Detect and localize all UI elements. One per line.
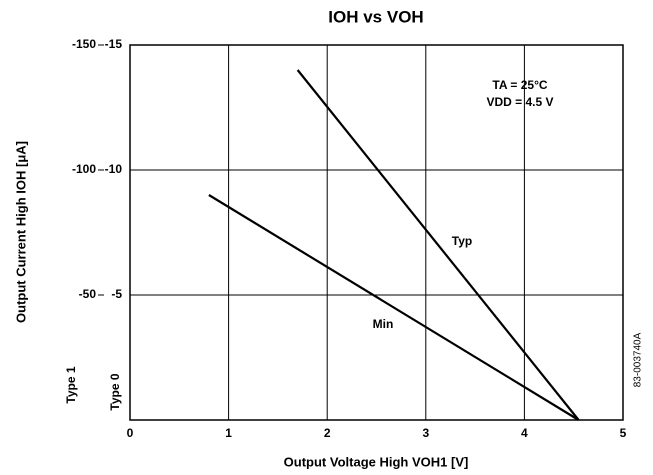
- y2-tick-label: -150: [72, 37, 96, 51]
- x-tick-label: 4: [521, 426, 528, 440]
- line-series: [296, 69, 580, 421]
- y-tick-label: -10: [105, 162, 123, 176]
- series-label: Min: [373, 317, 394, 331]
- x-tick-label: 1: [225, 426, 232, 440]
- y2-axis-name: Type 1: [64, 366, 78, 403]
- annotation: TA = 25°C: [492, 78, 547, 92]
- line-series: [208, 194, 580, 421]
- annotation: VDD = 4.5 V: [486, 95, 553, 109]
- y-axis-label: Output Current High IOH [μA]: [13, 141, 28, 323]
- figure-code: 83-003740A: [633, 332, 644, 387]
- y-tick-label: -15: [105, 37, 123, 51]
- x-axis-label: Output Voltage High VOH1 [V]: [284, 454, 469, 469]
- chart-title: IOH vs VOH: [328, 7, 423, 26]
- series-label: Typ: [452, 234, 472, 248]
- x-tick-label: 2: [324, 426, 331, 440]
- x-tick-label: 0: [127, 426, 134, 440]
- x-tick-label: 5: [620, 426, 627, 440]
- y2-tick-label: -50: [79, 287, 97, 301]
- x-tick-label: 3: [422, 426, 429, 440]
- y-tick-label: -5: [111, 287, 122, 301]
- y-axis-name: Type 0: [108, 373, 122, 410]
- y2-tick-label: -100: [72, 162, 96, 176]
